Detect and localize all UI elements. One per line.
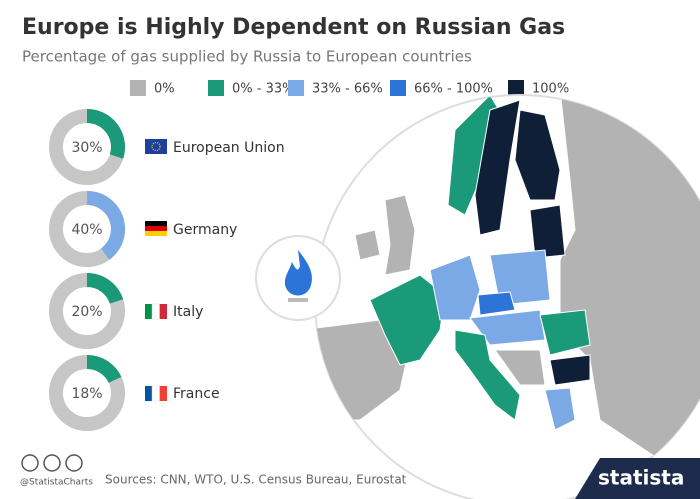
baltics [529, 204, 566, 259]
map [255, 94, 700, 499]
uk [384, 194, 416, 276]
legend-label: 33% - 66% [312, 82, 383, 97]
czech [477, 291, 516, 316]
ireland [354, 229, 381, 261]
donuts: 30% European Union 40% Germany 20% Italy 18% Fr… [49, 109, 285, 431]
legend-swatch [130, 80, 146, 96]
flag-fr [145, 386, 153, 401]
brand: statista [598, 466, 684, 490]
poland [489, 249, 551, 306]
brand-banner [575, 458, 700, 499]
flag-it [159, 304, 167, 319]
flag-de [145, 226, 167, 231]
donut-value-label: 18% [71, 386, 102, 402]
finland [514, 109, 561, 201]
donut-segment [86, 273, 124, 305]
legend-swatch [208, 80, 224, 96]
country-label: European Union [173, 140, 285, 156]
burner-icon [288, 298, 308, 302]
flag-eu [145, 139, 167, 154]
sweden [474, 99, 521, 236]
credit: @StatistaCharts [20, 478, 93, 488]
country-label: Germany [173, 222, 237, 238]
balkans [494, 349, 546, 386]
donut-value-label: 40% [71, 222, 102, 238]
legend-label: 0% - 33% [232, 82, 294, 97]
legend: 0% 0% - 33% 33% - 66% 66% - 100% 100% [130, 80, 569, 97]
sources: Sources: CNN, WTO, U.S. Census Bureau, E… [105, 473, 407, 487]
title: Europe is Highly Dependent on Russian Ga… [22, 15, 565, 40]
donut-segment [86, 355, 122, 384]
flag-it [145, 304, 153, 319]
legend-label: 100% [532, 82, 569, 97]
italy [454, 329, 521, 421]
cc-icons [21, 454, 83, 472]
donut-segment [86, 191, 125, 260]
flag-de [145, 231, 167, 236]
flame-icon [284, 250, 312, 296]
greece [544, 387, 576, 431]
subtitle: Percentage of gas supplied by Russia to … [22, 48, 472, 66]
legend-swatch [508, 80, 524, 96]
flag-eu-stars [151, 141, 161, 152]
country-label: France [173, 386, 220, 402]
legend-label: 0% [154, 82, 175, 97]
bulgaria [549, 354, 591, 386]
donut-value-label: 20% [71, 304, 102, 320]
germany [429, 254, 481, 321]
donut-segment [86, 109, 125, 159]
flag-fr [151, 385, 161, 402]
france [369, 274, 446, 366]
flag-de [145, 221, 167, 226]
country-label: Italy [173, 304, 203, 320]
legend-swatch [288, 80, 304, 96]
romania [539, 309, 591, 356]
legend-swatch [390, 80, 406, 96]
flag-it [151, 303, 161, 320]
legend-label: 66% - 100% [414, 82, 493, 97]
donut-value-label: 30% [71, 140, 102, 156]
flags [145, 139, 167, 402]
flag-fr [159, 386, 167, 401]
